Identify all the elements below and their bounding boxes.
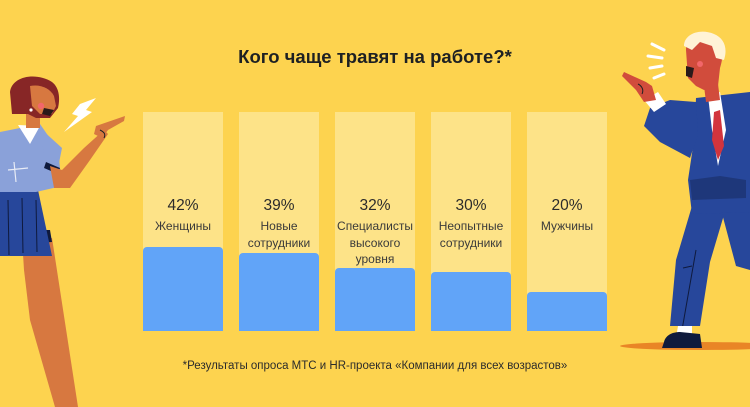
angry-man-illustration [620, 31, 750, 350]
bar-label: Мужчины [540, 219, 594, 233]
bar-label: Женщины [154, 219, 212, 233]
bar-value: 30% [455, 197, 487, 214]
bar-new-employees: 39% Новые сотрудники [239, 112, 319, 331]
survey-footnote: *Результаты опроса МТС и HR-проекта «Ком… [182, 360, 568, 372]
bar-fill [431, 272, 511, 331]
bar-fill [239, 253, 319, 331]
bar-value: 39% [263, 197, 295, 214]
bar-value: 32% [359, 197, 391, 214]
bar-label: Неопытные сотрудники [438, 219, 504, 250]
bar-label: Специалисты высокого уровня [337, 219, 413, 266]
chart-title: Кого чаще травят на работе?* [238, 46, 512, 67]
bar-senior-specialists: 32% Специалисты высокого уровня [335, 112, 415, 331]
bar-men: 20% Мужчины [527, 112, 607, 331]
bar-value: 42% [167, 197, 199, 214]
bar-value: 20% [551, 197, 583, 214]
bar-women: 42% Женщины [143, 112, 223, 331]
angry-woman-illustration [0, 76, 125, 407]
bar-label: Новые сотрудники [247, 219, 311, 250]
bar-inexperienced-employees: 30% Неопытные сотрудники [431, 112, 511, 331]
bar-fill [335, 268, 415, 331]
bar-fill [143, 247, 223, 331]
bar-fill [527, 292, 607, 331]
